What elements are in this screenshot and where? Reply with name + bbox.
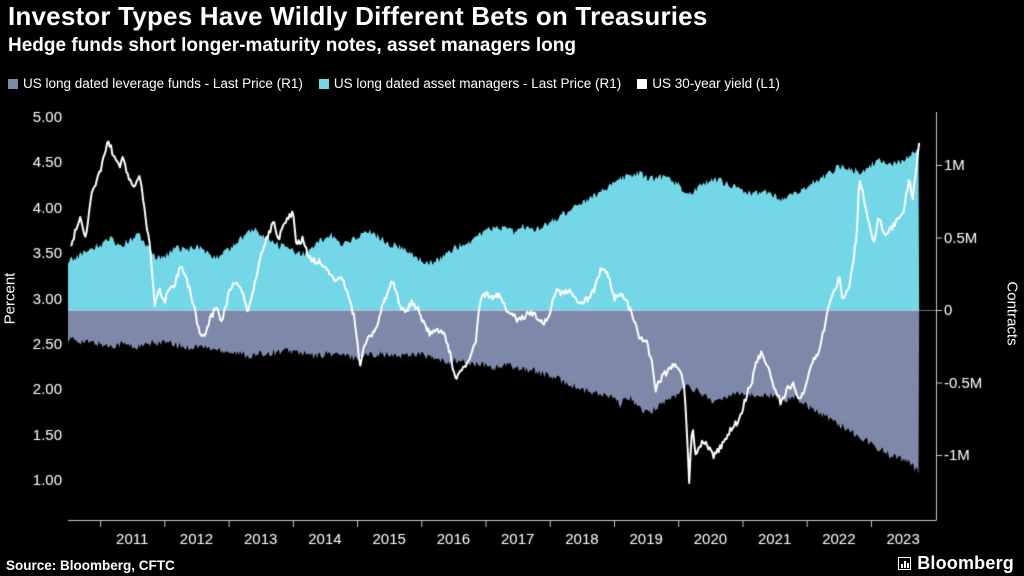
left-axis-title: Percent — [1, 272, 19, 325]
legend-swatch-asset-managers-icon — [318, 78, 329, 89]
chart-subtitle: Hedge funds short longer-maturity notes,… — [8, 35, 576, 56]
bloomberg-wordmark: Bloomberg — [917, 553, 1014, 573]
legend-item-asset-managers: US long dated asset managers - Last Pric… — [318, 76, 622, 91]
legend-swatch-30y-yield-icon — [637, 78, 648, 89]
legend: US long dated leverage funds - Last Pric… — [8, 76, 780, 91]
legend-label-leverage-funds: US long dated leverage funds - Last Pric… — [23, 76, 303, 91]
chart-title: Investor Types Have Wildly Different Bet… — [8, 1, 708, 31]
legend-item-leverage-funds: US long dated leverage funds - Last Pric… — [8, 76, 303, 91]
right-axis-title: Contracts — [1003, 281, 1021, 346]
legend-swatch-leverage-funds-icon — [8, 78, 18, 89]
legend-label-asset-managers: US long dated asset managers - Last Pric… — [333, 76, 622, 91]
source-credit: Source: Bloomberg, CFTC — [6, 558, 175, 573]
bloomberg-logo: Bloomberg — [898, 553, 1014, 574]
bloomberg-terminal-icon — [898, 557, 912, 570]
legend-item-30y-yield: US 30-year yield (L1) — [637, 76, 780, 91]
legend-label-30y-yield: US 30-year yield (L1) — [652, 76, 780, 91]
